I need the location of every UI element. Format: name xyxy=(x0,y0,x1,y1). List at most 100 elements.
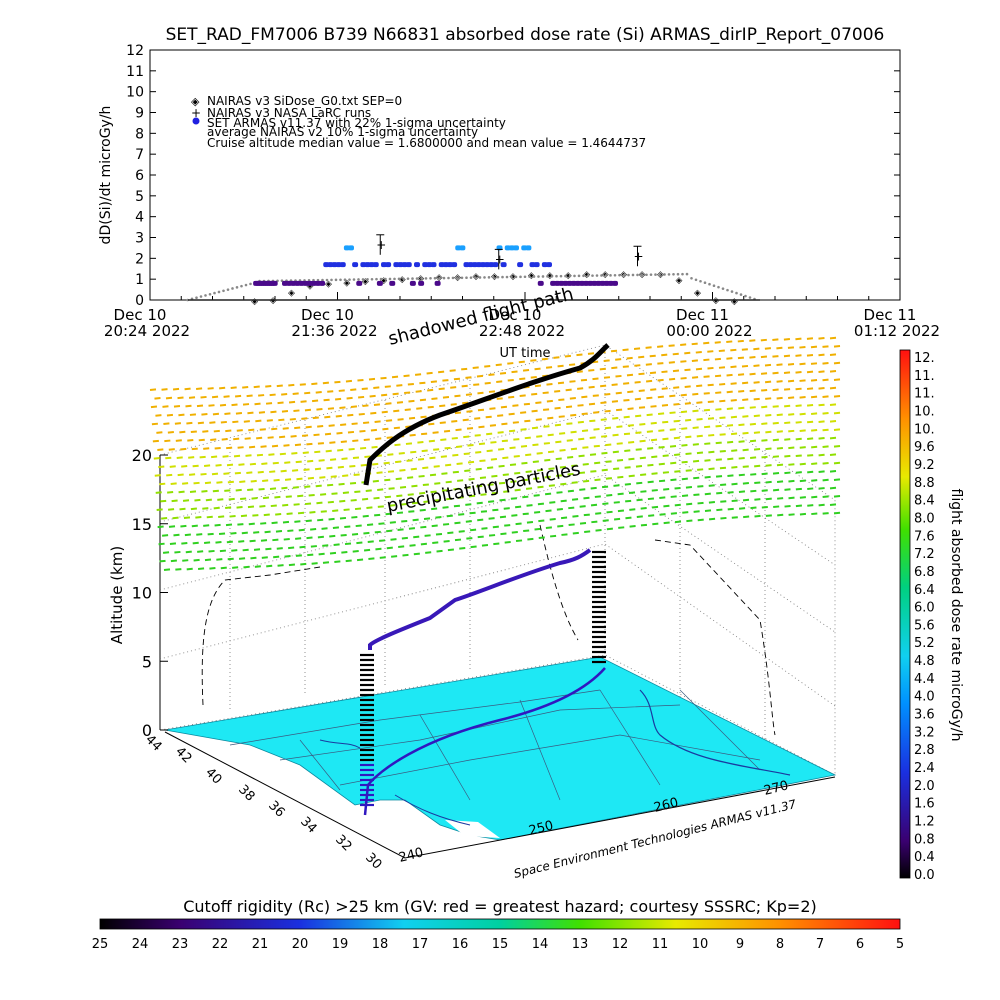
particle-dash xyxy=(822,512,829,515)
particle-dash xyxy=(464,486,471,489)
particle-dash xyxy=(633,347,641,350)
particle-dash xyxy=(254,565,261,568)
particle-dash xyxy=(594,461,601,465)
particle-dash xyxy=(379,556,386,559)
particle-dash xyxy=(155,414,162,417)
particle-dash xyxy=(207,532,214,536)
particle-dash xyxy=(512,404,519,407)
particle-dash xyxy=(480,510,488,513)
particle-dash xyxy=(413,535,420,539)
particle-dash xyxy=(548,484,555,487)
particle-dash xyxy=(799,479,806,483)
particle-dash xyxy=(726,373,733,377)
nairas-fine-point xyxy=(447,276,450,280)
particle-dash xyxy=(638,389,645,392)
particle-dash xyxy=(658,429,665,432)
particle-dash xyxy=(704,442,711,445)
particle-dash xyxy=(742,431,749,435)
nairas-fine-point xyxy=(456,276,459,280)
particle-dash xyxy=(306,442,313,446)
particle-dash xyxy=(501,439,508,443)
x-tick-label-day: Dec 10 xyxy=(301,306,354,324)
particle-dash xyxy=(209,421,216,424)
particle-dash xyxy=(349,481,357,485)
nairas-fine-point xyxy=(451,276,455,280)
legend-symbol-diamond: ◈ xyxy=(191,95,200,108)
particle-dash xyxy=(342,474,349,478)
nairas-fine-point xyxy=(496,275,500,279)
particle-dash xyxy=(822,478,829,482)
nairas-fine-point xyxy=(415,277,419,280)
nairas-point: ◈ xyxy=(288,289,295,299)
particle-dash xyxy=(379,539,386,542)
particle-dash xyxy=(434,499,441,502)
particle-dash xyxy=(658,446,665,449)
bottom-colorbar-tick-label: 18 xyxy=(372,937,389,952)
particle-dash xyxy=(588,369,595,372)
particle-dash xyxy=(567,472,574,476)
particle-dash xyxy=(231,403,238,407)
particle-dash xyxy=(386,546,393,550)
particle-dash xyxy=(601,468,608,472)
particle-dash xyxy=(639,439,646,443)
particle-dash xyxy=(533,477,540,480)
particle-dash xyxy=(306,536,313,540)
particle-dash xyxy=(546,383,553,386)
lon-tick-label: 240 xyxy=(397,845,425,866)
particle-dash xyxy=(718,366,726,369)
nairas-point: ◈ xyxy=(307,281,314,291)
particle-dash xyxy=(811,479,818,482)
particle-dash xyxy=(445,463,452,467)
particle-dash xyxy=(391,375,399,379)
particle-dash xyxy=(833,395,841,398)
right-colorbar-tick-label: 5.6 xyxy=(914,618,935,633)
particle-dash xyxy=(764,380,772,384)
particle-dash xyxy=(715,408,722,411)
particle-dash xyxy=(741,364,749,368)
particle-dash xyxy=(377,505,384,508)
nairas-point: ◈ xyxy=(270,296,277,306)
particle-dash xyxy=(649,354,656,358)
particle-dash xyxy=(818,437,825,440)
particle-dash xyxy=(476,501,483,505)
particle-dash xyxy=(305,425,312,429)
particle-dash xyxy=(360,446,367,450)
particle-dash xyxy=(640,523,648,527)
particle-dash xyxy=(508,429,516,433)
particle-dash xyxy=(818,403,825,407)
nairas-fine-point xyxy=(411,277,414,280)
particle-dash xyxy=(329,534,336,538)
right-colorbar-tick-label: 10. xyxy=(914,422,935,437)
particle-dash xyxy=(203,447,210,450)
particle-dash xyxy=(509,446,516,450)
particle-dash xyxy=(230,386,237,389)
particle-dash xyxy=(423,500,430,503)
particle-dash xyxy=(638,355,645,359)
particle-dash xyxy=(272,461,279,465)
particle-dash xyxy=(719,399,726,403)
z-tick-label: 0 xyxy=(142,721,152,740)
particle-dash xyxy=(197,421,204,425)
z-tick-label: 20 xyxy=(132,446,152,465)
particle-dash xyxy=(417,458,425,461)
particle-dash xyxy=(674,503,681,507)
particle-dash xyxy=(685,485,693,489)
particle-dash xyxy=(336,431,343,435)
particle-dash xyxy=(258,394,265,397)
particle-dash xyxy=(581,395,588,399)
particle-dash xyxy=(716,508,723,512)
particle-dash xyxy=(245,454,252,457)
particle-dash xyxy=(149,388,157,391)
particle-dash xyxy=(514,488,521,492)
particle-dash xyxy=(589,453,597,456)
particle-dash xyxy=(661,387,668,390)
particle-dash xyxy=(504,524,511,527)
particle-dash xyxy=(822,495,829,498)
particle-dash xyxy=(235,412,243,415)
particle-dash xyxy=(604,426,612,430)
particle-dash xyxy=(446,497,453,501)
particle-dash xyxy=(488,500,495,503)
particle-dash xyxy=(772,388,779,392)
particle-dash xyxy=(370,428,378,432)
particle-dash xyxy=(397,528,404,532)
